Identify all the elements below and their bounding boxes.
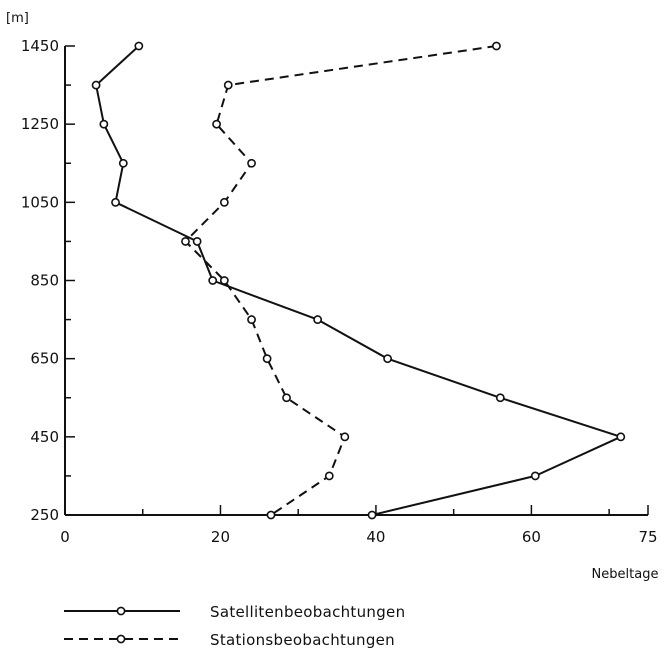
data-point <box>324 471 334 481</box>
data-point <box>367 510 377 520</box>
y-tick-label: 450 <box>30 428 59 446</box>
data-point <box>616 432 626 442</box>
data-point <box>208 276 218 285</box>
data-point <box>266 510 276 520</box>
data-point <box>134 41 144 51</box>
x-tick-label: 0 <box>60 528 70 546</box>
legend-label: Stationsbeobachtungen <box>210 631 395 649</box>
data-point <box>492 41 501 51</box>
y-axis-label: [m] <box>6 11 29 26</box>
axes <box>64 46 648 516</box>
x-axis-label: Nebeltage <box>592 567 659 582</box>
data-point <box>340 432 350 442</box>
series-lines <box>95 45 622 516</box>
data-point <box>530 471 540 481</box>
data-point <box>99 119 109 129</box>
x-tick-label: 60 <box>522 528 541 546</box>
data-point <box>495 393 505 403</box>
data-point <box>223 80 233 90</box>
legend-label: Satellitenbeobachtungen <box>210 603 405 621</box>
x-tick-label: 75 <box>638 528 657 546</box>
y-tick-label: 250 <box>30 506 59 524</box>
data-point <box>313 315 323 324</box>
data-point <box>91 80 101 90</box>
data-point <box>219 197 229 207</box>
y-tick-label: 1450 <box>21 37 59 55</box>
series-line-2 <box>184 45 497 516</box>
series-line-1 <box>95 45 622 516</box>
y-tick-label: 1050 <box>21 193 59 211</box>
data-point <box>111 197 120 207</box>
x-ticks: 0 20 40 60 75 <box>60 505 658 546</box>
legend-marker <box>116 606 126 616</box>
data-point <box>181 237 190 246</box>
data-point <box>118 158 128 168</box>
legend-marker <box>116 634 126 644</box>
data-point <box>219 276 229 285</box>
x-tick-label: 20 <box>211 528 230 546</box>
data-point <box>262 354 272 364</box>
legend: Satellitenbeobachtungen Stationsbeobachtu… <box>64 603 405 649</box>
x-tick-label: 40 <box>366 528 385 546</box>
y-ticks: 250 450 650 850 1050 1250 1450 <box>21 37 75 524</box>
series-points <box>91 41 626 520</box>
data-point <box>282 393 291 403</box>
data-point <box>383 354 392 364</box>
data-point <box>212 119 221 129</box>
data-point <box>247 315 256 324</box>
y-tick-label: 1250 <box>21 115 59 133</box>
data-point <box>247 158 256 168</box>
y-tick-label: 850 <box>30 272 59 290</box>
y-tick-label: 650 <box>30 350 59 368</box>
data-point <box>192 237 202 246</box>
